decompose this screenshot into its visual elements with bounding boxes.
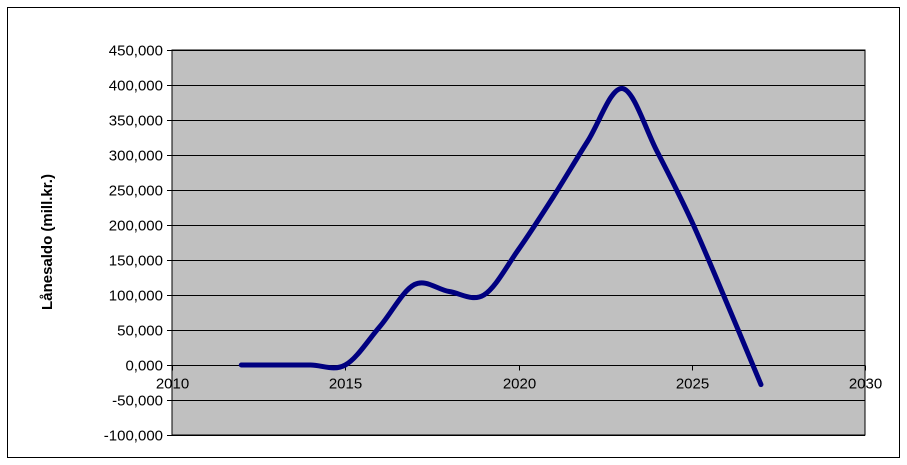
y-tick-label: 200,000	[109, 218, 163, 235]
plot-area	[171, 49, 866, 436]
x-tick-label: 2030	[849, 376, 882, 393]
y-tick-label: 400,000	[109, 78, 163, 95]
y-axis-title: Lånesaldo (mill.kr.)	[39, 174, 56, 310]
y-tick-label: -100,000	[104, 428, 163, 445]
y-tick-label: 350,000	[109, 113, 163, 130]
x-tick-label: 2010	[156, 376, 189, 393]
x-tick-label: 2020	[503, 376, 536, 393]
y-tick-label: 0,000	[125, 358, 163, 375]
y-tick-label: 250,000	[109, 183, 163, 200]
y-tick-label: 50,000	[117, 323, 163, 340]
y-tick-label: 100,000	[109, 288, 163, 305]
series-line	[238, 86, 764, 388]
y-tick-label: -50,000	[112, 393, 163, 410]
x-tick-label: 2015	[329, 376, 362, 393]
y-tick-label: 300,000	[109, 148, 163, 165]
series-layer	[238, 86, 764, 388]
tick-labels: 450,000 400,000 350,000 300,000 250,000 200,0…	[104, 43, 882, 445]
y-tick-label: 150,000	[109, 253, 163, 270]
x-tick-label: 2025	[676, 376, 709, 393]
y-tick-label: 450,000	[109, 43, 163, 60]
